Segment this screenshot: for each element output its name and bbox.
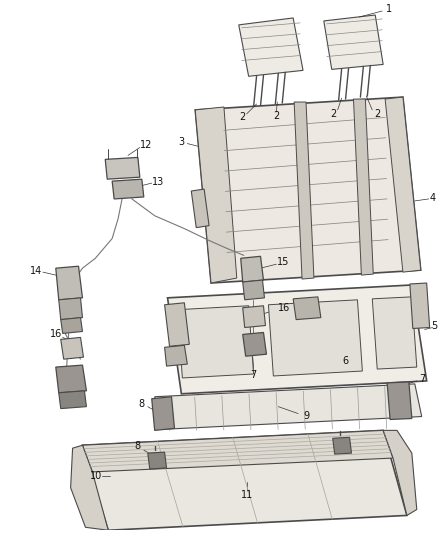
Polygon shape <box>59 298 82 320</box>
Polygon shape <box>241 256 264 282</box>
Polygon shape <box>293 297 321 320</box>
Text: 13: 13 <box>152 177 164 187</box>
Polygon shape <box>61 337 84 359</box>
Polygon shape <box>61 318 82 334</box>
Polygon shape <box>243 306 265 327</box>
Polygon shape <box>82 430 407 530</box>
Polygon shape <box>410 283 430 328</box>
Polygon shape <box>243 333 266 356</box>
Polygon shape <box>82 430 393 472</box>
Polygon shape <box>177 306 254 378</box>
Polygon shape <box>372 297 417 369</box>
Polygon shape <box>195 97 421 283</box>
Text: 1: 1 <box>386 4 392 14</box>
Polygon shape <box>59 391 86 409</box>
Text: 12: 12 <box>140 140 152 150</box>
Text: 14: 14 <box>30 266 42 276</box>
Polygon shape <box>155 384 422 430</box>
Text: 9: 9 <box>303 410 309 421</box>
Polygon shape <box>165 303 189 346</box>
Text: 5: 5 <box>431 320 438 330</box>
Text: 16: 16 <box>49 329 62 340</box>
Polygon shape <box>71 445 108 530</box>
Text: 10: 10 <box>90 471 102 481</box>
Text: 15: 15 <box>277 257 290 267</box>
Polygon shape <box>324 15 383 69</box>
Polygon shape <box>112 179 144 199</box>
Text: 6: 6 <box>343 356 349 366</box>
Polygon shape <box>165 345 187 366</box>
Text: 2: 2 <box>240 112 246 122</box>
Text: 8: 8 <box>135 441 141 451</box>
Polygon shape <box>268 300 362 376</box>
Polygon shape <box>383 430 417 515</box>
Polygon shape <box>243 280 265 300</box>
Polygon shape <box>191 189 209 228</box>
Text: 8: 8 <box>139 399 145 409</box>
Text: 2: 2 <box>331 109 337 119</box>
Polygon shape <box>333 437 352 454</box>
Text: 7: 7 <box>251 370 257 380</box>
Polygon shape <box>353 99 373 275</box>
Text: 7: 7 <box>420 374 426 384</box>
Polygon shape <box>152 397 174 430</box>
Text: 16: 16 <box>278 303 290 313</box>
Text: 11: 11 <box>240 490 253 499</box>
Polygon shape <box>56 266 82 300</box>
Polygon shape <box>148 452 166 469</box>
Polygon shape <box>195 107 237 283</box>
Text: 2: 2 <box>273 111 279 121</box>
Text: 3: 3 <box>178 136 184 147</box>
Text: 2: 2 <box>374 109 380 119</box>
Polygon shape <box>56 365 86 393</box>
Polygon shape <box>239 18 303 76</box>
Polygon shape <box>385 97 421 272</box>
Polygon shape <box>294 102 314 279</box>
Polygon shape <box>387 382 412 419</box>
Text: 4: 4 <box>430 193 436 203</box>
Polygon shape <box>168 285 427 394</box>
Polygon shape <box>105 157 140 179</box>
